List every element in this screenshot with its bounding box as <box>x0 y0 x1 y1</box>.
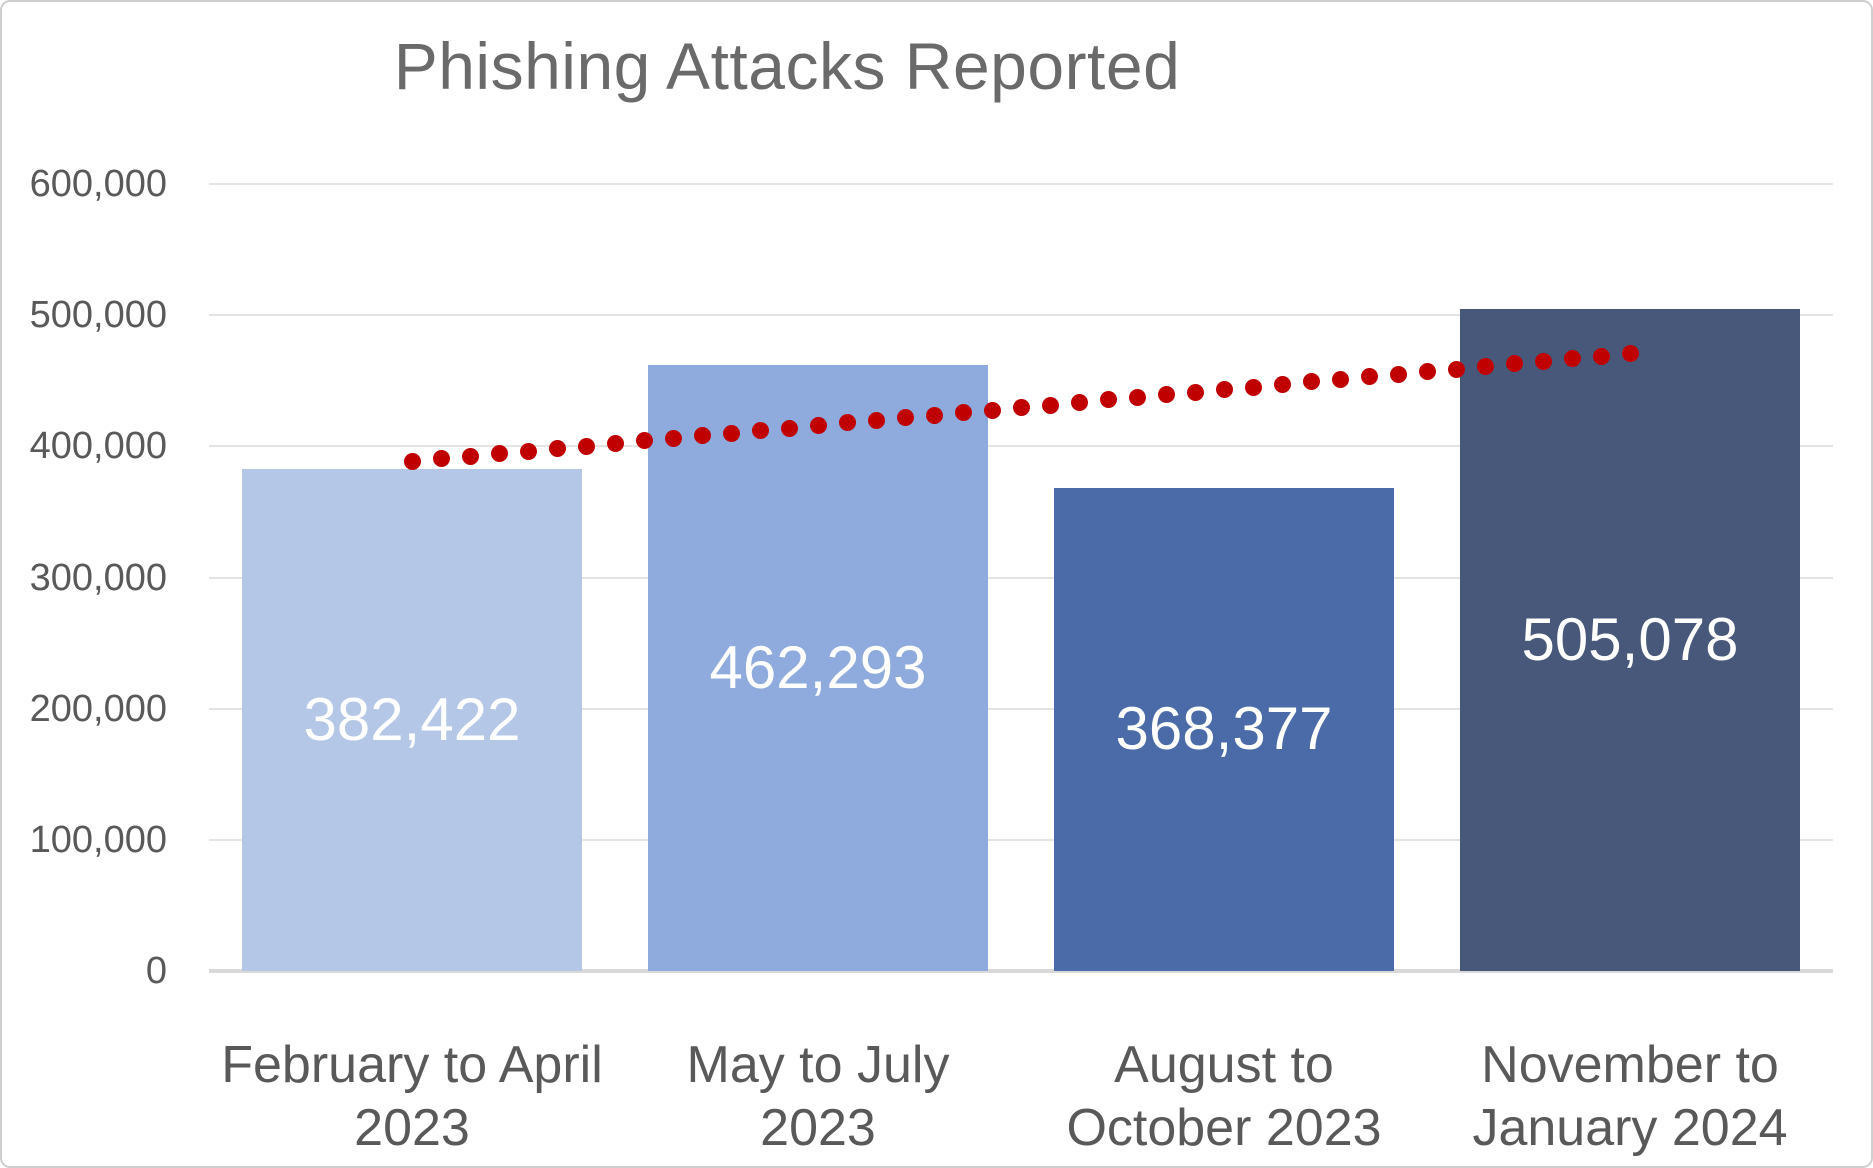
trendline-dot <box>838 414 856 432</box>
trendline-dot <box>1447 360 1465 378</box>
trendline-dot <box>1534 352 1552 370</box>
y-tick-label: 600,000 <box>29 163 167 205</box>
bar <box>242 469 582 971</box>
trendline-dot <box>896 409 914 427</box>
x-category-label: February to April 2023 <box>221 1036 603 1157</box>
bar-value-label: 368,377 <box>1115 695 1333 763</box>
x-category-label: May to July 2023 <box>686 1036 950 1157</box>
gridline <box>209 838 1833 841</box>
trendline-dot <box>925 406 943 424</box>
trendline-dot <box>867 411 885 429</box>
trendline-dot <box>461 447 479 465</box>
trendline-dot <box>1070 393 1088 411</box>
bar <box>648 364 988 971</box>
trendline-dot <box>1099 391 1117 409</box>
trendline-dot <box>606 435 624 453</box>
trendline-dot <box>635 432 653 450</box>
trendline-dot <box>1592 347 1610 365</box>
trendline-dot <box>1186 383 1204 401</box>
trendline-dot <box>548 440 566 458</box>
trendline-dot <box>664 429 682 447</box>
y-tick-label: 200,000 <box>29 687 167 730</box>
trendline-dot <box>1563 350 1581 368</box>
trendline-dot <box>1360 368 1378 386</box>
y-tick-label: 300,000 <box>29 556 167 599</box>
gridline <box>209 707 1833 710</box>
trendline-dot <box>809 417 827 435</box>
y-tick-label: 400,000 <box>29 425 167 468</box>
trendline-dot <box>519 442 537 460</box>
bar <box>1054 487 1394 971</box>
trendline-dot <box>1128 388 1146 406</box>
trendline-dot <box>1418 363 1436 381</box>
trendline-dot <box>1273 375 1291 393</box>
x-axis-line <box>209 969 1833 973</box>
trendline-dot <box>693 427 711 445</box>
chart-title: Phishing Attacks Reported <box>393 29 1181 103</box>
bar-value-label: 462,293 <box>709 633 927 701</box>
trendline-dot <box>780 419 798 437</box>
trendline-dot <box>1505 355 1523 373</box>
trendline-dot <box>1244 378 1262 396</box>
x-category-label: November to January 2024 <box>1472 1036 1788 1157</box>
trendline-dot <box>577 437 595 455</box>
bar <box>1460 308 1800 971</box>
bar-value-label: 382,422 <box>303 686 521 754</box>
gridline <box>209 314 1833 317</box>
gridline <box>209 445 1833 448</box>
trendline-dot <box>403 453 421 470</box>
trendline-dot <box>1331 370 1349 388</box>
trendline-dot <box>1215 381 1233 399</box>
trendline-dot <box>1041 396 1059 414</box>
y-tick-label: 100,000 <box>29 818 167 861</box>
trendline-dot <box>1157 386 1175 404</box>
trendline-dot <box>1389 365 1407 383</box>
trendline-dot <box>954 404 972 422</box>
trendline-dot <box>1012 399 1030 417</box>
trendline-dot <box>722 424 740 442</box>
x-category-label: August to October 2023 <box>1066 1036 1382 1157</box>
trendline-dot <box>1302 373 1320 391</box>
trendline-dot <box>432 450 450 468</box>
gridline <box>209 183 1833 185</box>
trendline-dot <box>983 401 1001 419</box>
trendline-dot <box>1476 358 1494 375</box>
trendline-dot <box>1621 345 1639 363</box>
trendline-dot <box>490 445 508 463</box>
y-tick-label: 500,000 <box>29 294 167 337</box>
y-tick-label: 0 <box>145 950 167 992</box>
bar-value-label: 505,078 <box>1521 605 1739 673</box>
trendline-dot <box>751 422 769 440</box>
gridline <box>209 576 1833 579</box>
